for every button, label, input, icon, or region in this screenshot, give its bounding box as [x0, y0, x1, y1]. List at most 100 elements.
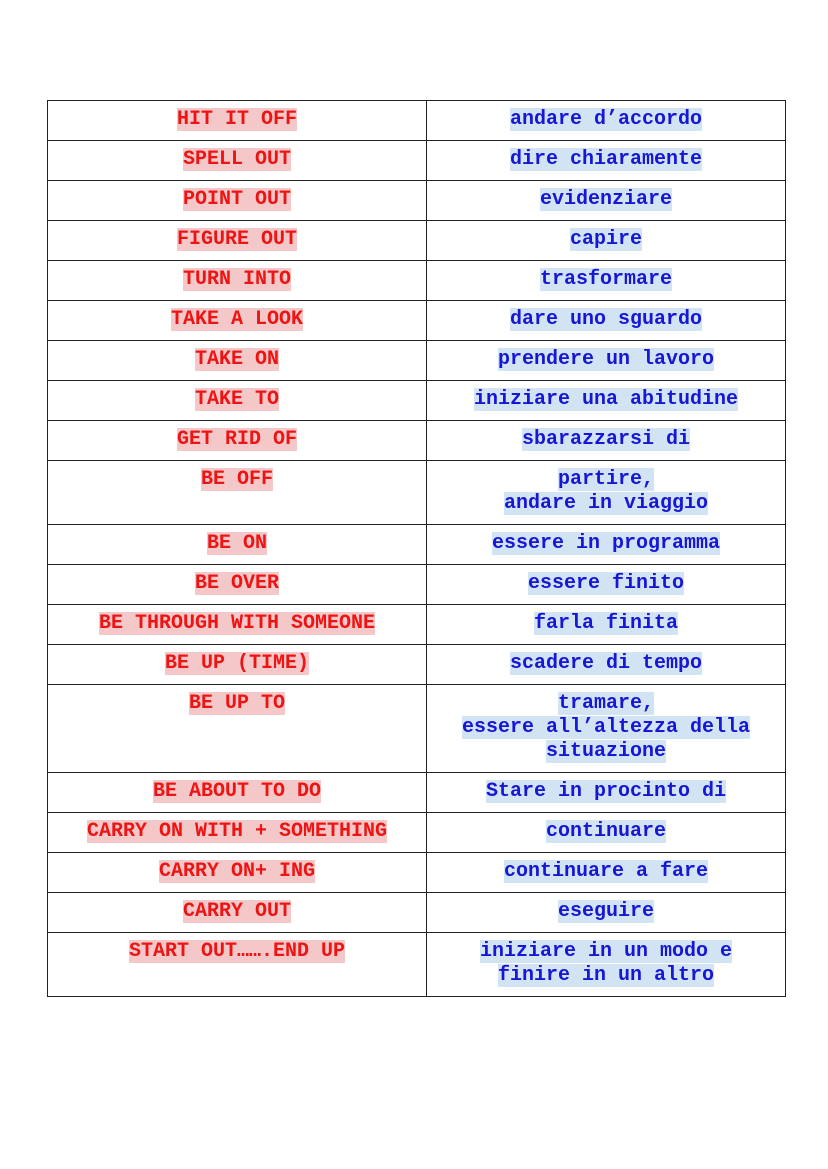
phrasal-verb: TAKE A LOOK — [170, 308, 304, 331]
phrasal-verb: START OUT…….END UP — [128, 940, 346, 963]
translation-cell: farla finita — [426, 604, 786, 645]
translation: andare d’accordo — [509, 108, 703, 131]
table-row: CARRY ON+ ING continuare a fare — [47, 852, 786, 893]
phrasal-verb-cell: TAKE ON — [47, 340, 427, 381]
phrasal-verb-cell: FIGURE OUT — [47, 220, 427, 261]
translation: eseguire — [557, 900, 654, 923]
table-row: BE OVER essere finito — [47, 564, 786, 605]
translation-cell: scadere di tempo — [426, 644, 786, 685]
phrasal-verb: POINT OUT — [182, 188, 292, 211]
table-row: TAKE ON prendere un lavoro — [47, 340, 786, 381]
translation: continuare a fare — [503, 860, 709, 883]
phrasal-verb: BE OFF — [200, 468, 273, 491]
phrasal-verb-cell: POINT OUT — [47, 180, 427, 221]
table-row: GET RID OF sbarazzarsi di — [47, 420, 786, 461]
phrasal-verb: CARRY ON WITH + SOMETHING — [86, 820, 388, 843]
table-row: HIT IT OFF andare d’accordo — [47, 100, 786, 141]
phrasal-verb-cell: BE OVER — [47, 564, 427, 605]
phrasal-verb: BE UP (TIME) — [164, 652, 310, 675]
translation-cell: iniziare una abitudine — [426, 380, 786, 421]
table-row: TAKE TO iniziare una abitudine — [47, 380, 786, 421]
phrasal-verb: TAKE TO — [194, 388, 279, 411]
translation-cell: andare d’accordo — [426, 100, 786, 141]
translation-cell: continuare — [426, 812, 786, 853]
translation: evidenziare — [539, 188, 673, 211]
phrasal-verb-cell: CARRY ON+ ING — [47, 852, 427, 893]
phrasal-verb-cell: CARRY OUT — [47, 892, 427, 933]
phrasal-verb: BE THROUGH WITH SOMEONE — [98, 612, 376, 635]
phrasal-verb-cell: BE UP TO — [47, 684, 427, 773]
table-row: START OUT…….END UP iniziare in un modo e … — [47, 932, 786, 997]
translation-cell: prendere un lavoro — [426, 340, 786, 381]
table-row: CARRY OUT eseguire — [47, 892, 786, 933]
translation: farla finita — [533, 612, 679, 635]
translation-cell: trasformare — [426, 260, 786, 301]
translation-cell: eseguire — [426, 892, 786, 933]
translation-cell: essere in programma — [426, 524, 786, 565]
phrasal-verb: CARRY OUT — [182, 900, 292, 923]
phrasal-verb-cell: BE UP (TIME) — [47, 644, 427, 685]
table-row: FIGURE OUT capire — [47, 220, 786, 261]
translation: iniziare una abitudine — [473, 388, 739, 411]
phrasal-verb-cell: CARRY ON WITH + SOMETHING — [47, 812, 427, 853]
phrasal-verb: TURN INTO — [182, 268, 292, 291]
translation-cell: partire, andare in viaggio — [426, 460, 786, 525]
translation-cell: sbarazzarsi di — [426, 420, 786, 461]
phrasal-verb: SPELL OUT — [182, 148, 292, 171]
translation-cell: capire — [426, 220, 786, 261]
phrasal-verb: BE OVER — [194, 572, 279, 595]
translation-cell: Stare in procinto di — [426, 772, 786, 813]
translation: dire chiaramente — [509, 148, 703, 171]
table-row: BE ON essere in programma — [47, 524, 786, 565]
translation-cell: tramare, essere all’altezza della situaz… — [426, 684, 786, 773]
phrasal-verb: BE ABOUT TO DO — [152, 780, 322, 803]
table-row: TURN INTO trasformare — [47, 260, 786, 301]
translation: essere in programma — [491, 532, 721, 555]
phrasal-verb-cell: HIT IT OFF — [47, 100, 427, 141]
translation: continuare — [545, 820, 667, 843]
phrasal-verb: HIT IT OFF — [176, 108, 298, 131]
translation-cell: continuare a fare — [426, 852, 786, 893]
table-row: BE UP (TIME) scadere di tempo — [47, 644, 786, 685]
phrasal-verb: FIGURE OUT — [176, 228, 298, 251]
phrasal-verb-cell: TAKE A LOOK — [47, 300, 427, 341]
translation: scadere di tempo — [509, 652, 703, 675]
phrasal-verb: BE ON — [206, 532, 267, 555]
phrasal-verbs-table: HIT IT OFF andare d’accordo SPELL OUT dire … — [47, 100, 786, 997]
phrasal-verb-cell: BE ABOUT TO DO — [47, 772, 427, 813]
translation: partire, andare in viaggio — [503, 468, 709, 515]
table-row: BE OFF partire, andare in viaggio — [47, 460, 786, 525]
phrasal-verb: CARRY ON+ ING — [158, 860, 316, 883]
table-row: BE UP TO tramare, essere all’altezza dell… — [47, 684, 786, 773]
table-row: POINT OUT evidenziare — [47, 180, 786, 221]
table-row: SPELL OUT dire chiaramente — [47, 140, 786, 181]
translation-cell: essere finito — [426, 564, 786, 605]
translation: iniziare in un modo e finire in un altro — [479, 940, 733, 987]
translation: Stare in procinto di — [485, 780, 727, 803]
phrasal-verb-cell: BE ON — [47, 524, 427, 565]
table-row: BE THROUGH WITH SOMEONE farla finita — [47, 604, 786, 645]
translation: capire — [569, 228, 642, 251]
phrasal-verb-cell: BE THROUGH WITH SOMEONE — [47, 604, 427, 645]
phrasal-verb-cell: TURN INTO — [47, 260, 427, 301]
translation-cell: evidenziare — [426, 180, 786, 221]
phrasal-verb: BE UP TO — [188, 692, 285, 715]
table-row: CARRY ON WITH + SOMETHING continuare — [47, 812, 786, 853]
phrasal-verb-cell: TAKE TO — [47, 380, 427, 421]
table-row: BE ABOUT TO DO Stare in procinto di — [47, 772, 786, 813]
translation: tramare, essere all’altezza della situaz… — [461, 692, 751, 763]
phrasal-verb-cell: BE OFF — [47, 460, 427, 525]
phrasal-verb-cell: SPELL OUT — [47, 140, 427, 181]
phrasal-verb: GET RID OF — [176, 428, 298, 451]
translation-cell: iniziare in un modo e finire in un altro — [426, 932, 786, 997]
translation: trasformare — [539, 268, 673, 291]
translation: dare uno sguardo — [509, 308, 703, 331]
translation: sbarazzarsi di — [521, 428, 691, 451]
translation: prendere un lavoro — [497, 348, 715, 371]
table-row: TAKE A LOOK dare uno sguardo — [47, 300, 786, 341]
translation-cell: dire chiaramente — [426, 140, 786, 181]
phrasal-verb-cell: START OUT…….END UP — [47, 932, 427, 997]
translation: essere finito — [527, 572, 685, 595]
phrasal-verb: TAKE ON — [194, 348, 279, 371]
phrasal-verb-cell: GET RID OF — [47, 420, 427, 461]
